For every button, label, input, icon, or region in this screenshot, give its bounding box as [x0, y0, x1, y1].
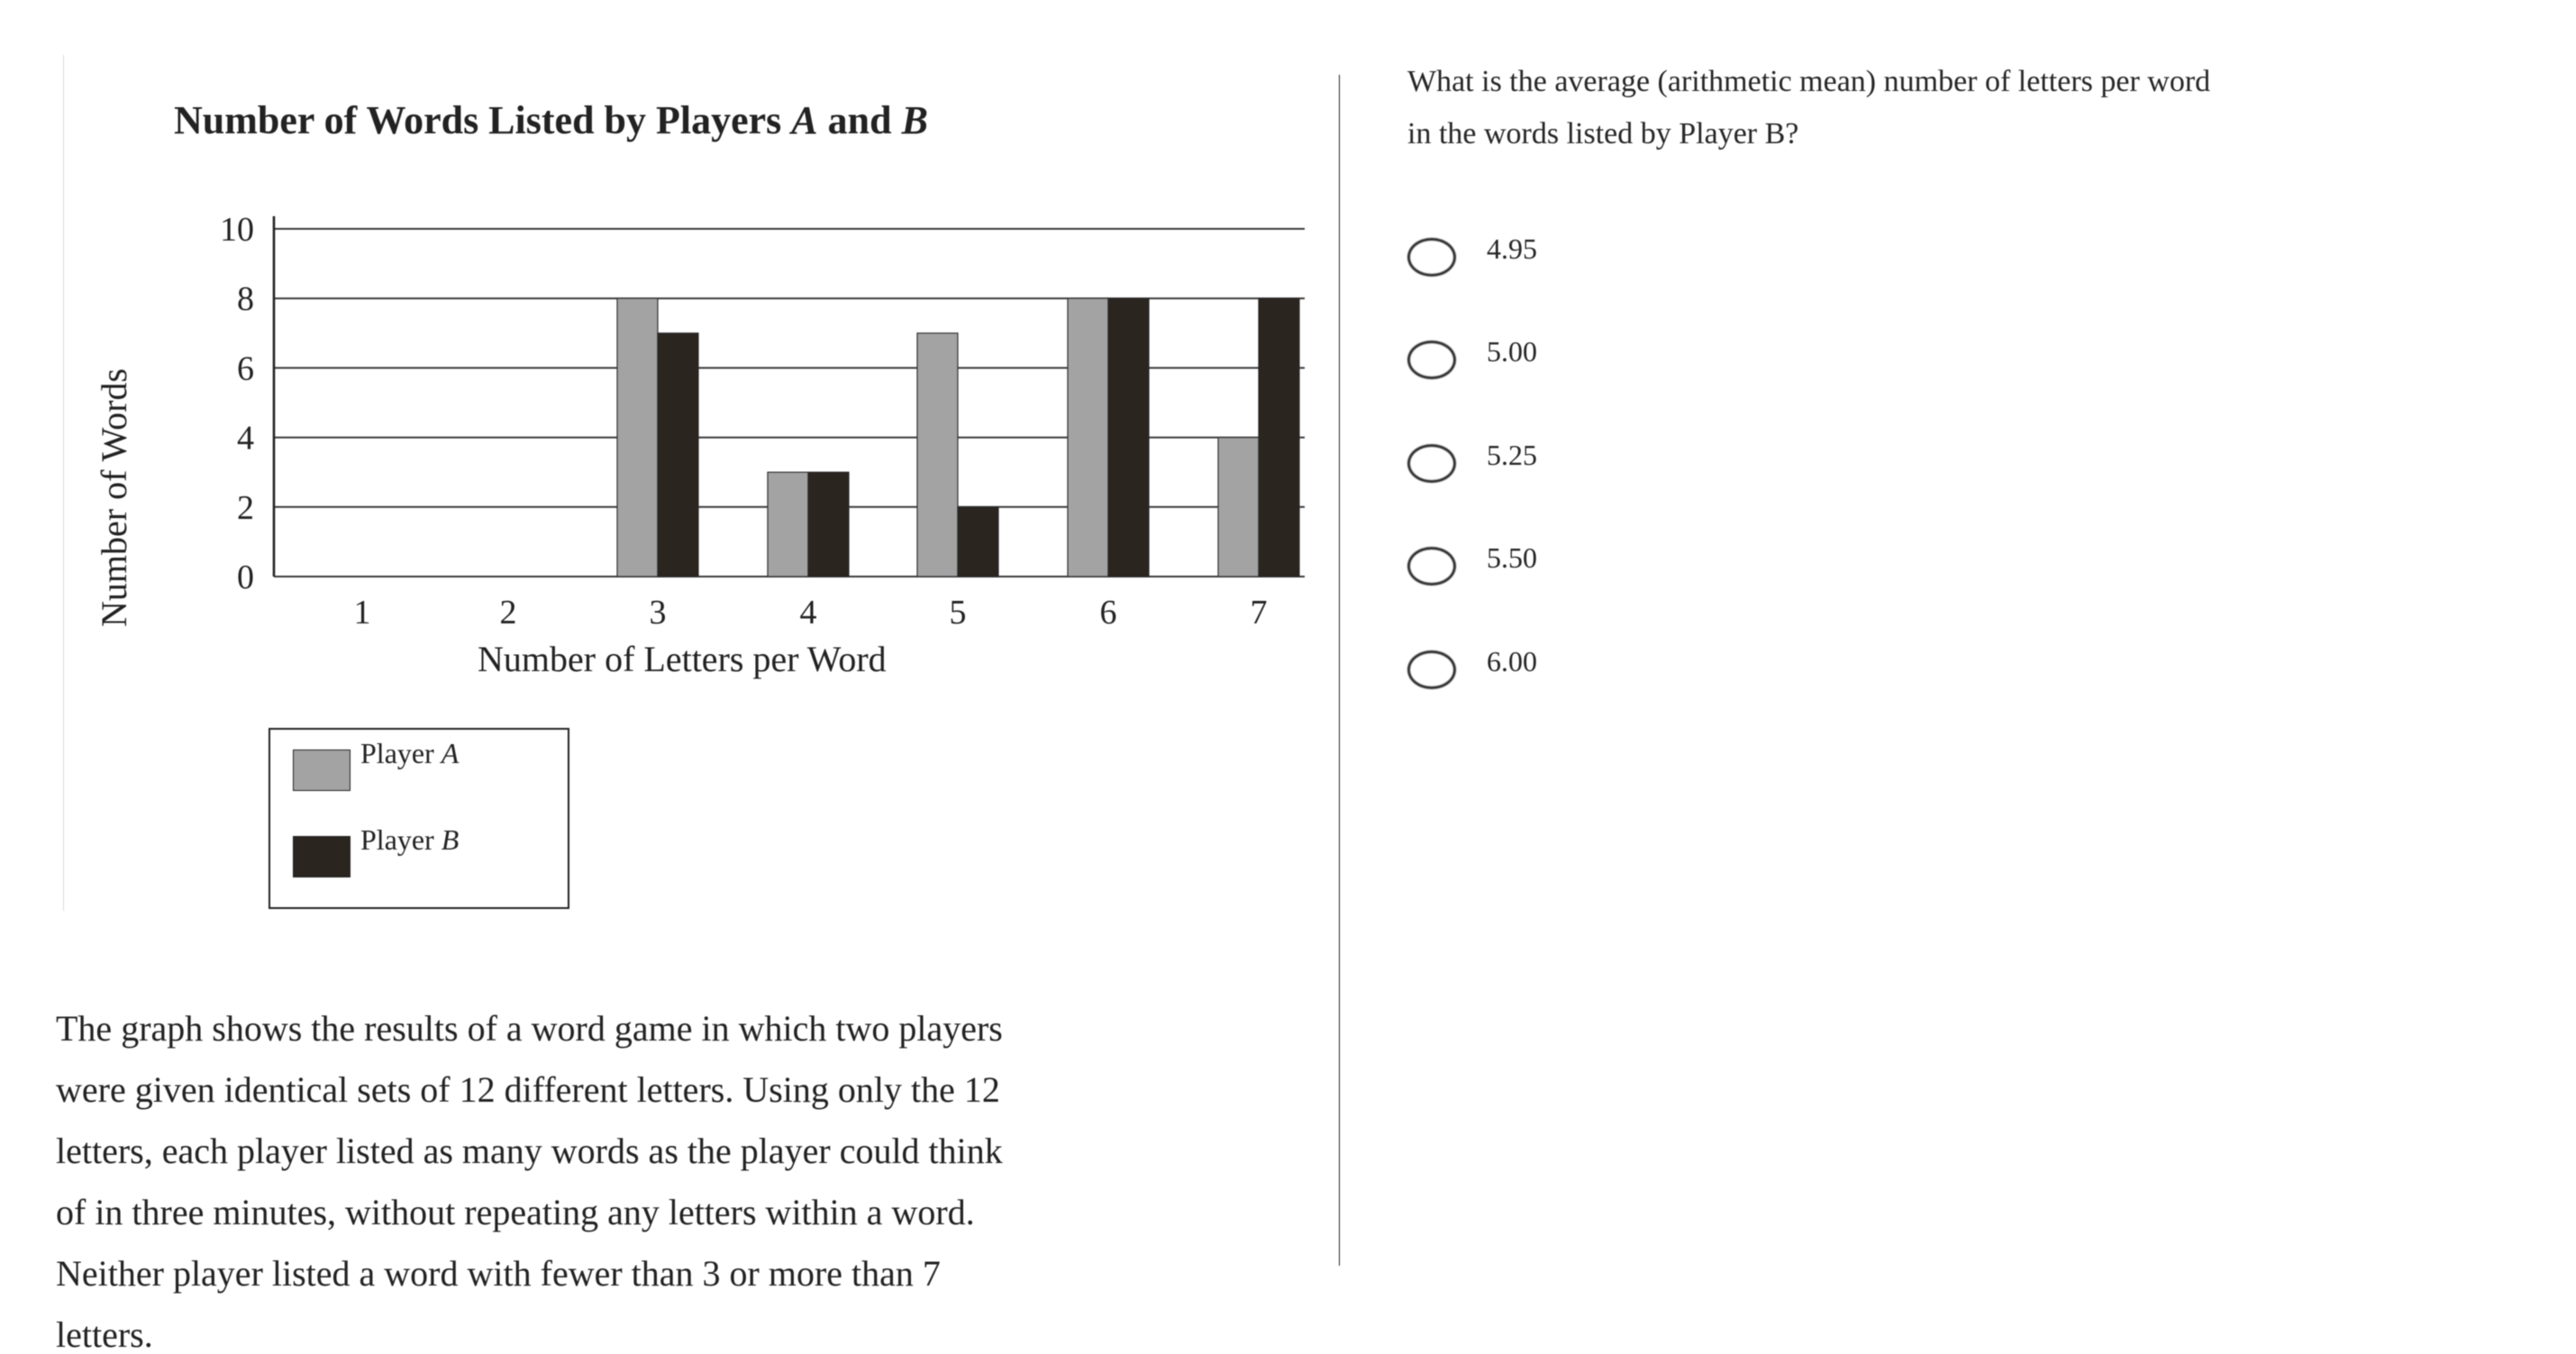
svg-text:6: 6: [1100, 594, 1117, 632]
svg-text:6: 6: [237, 350, 254, 387]
svg-text:5: 5: [950, 594, 967, 632]
svg-text:0: 0: [237, 559, 254, 596]
svg-text:3: 3: [650, 594, 667, 632]
svg-text:7: 7: [1251, 594, 1268, 632]
svg-text:1: 1: [354, 594, 371, 632]
svg-text:4: 4: [237, 420, 254, 458]
svg-text:4: 4: [800, 594, 817, 632]
svg-text:2: 2: [237, 489, 254, 527]
svg-text:2: 2: [500, 594, 517, 632]
svg-text:10: 10: [220, 211, 254, 249]
svg-text:8: 8: [237, 280, 254, 318]
